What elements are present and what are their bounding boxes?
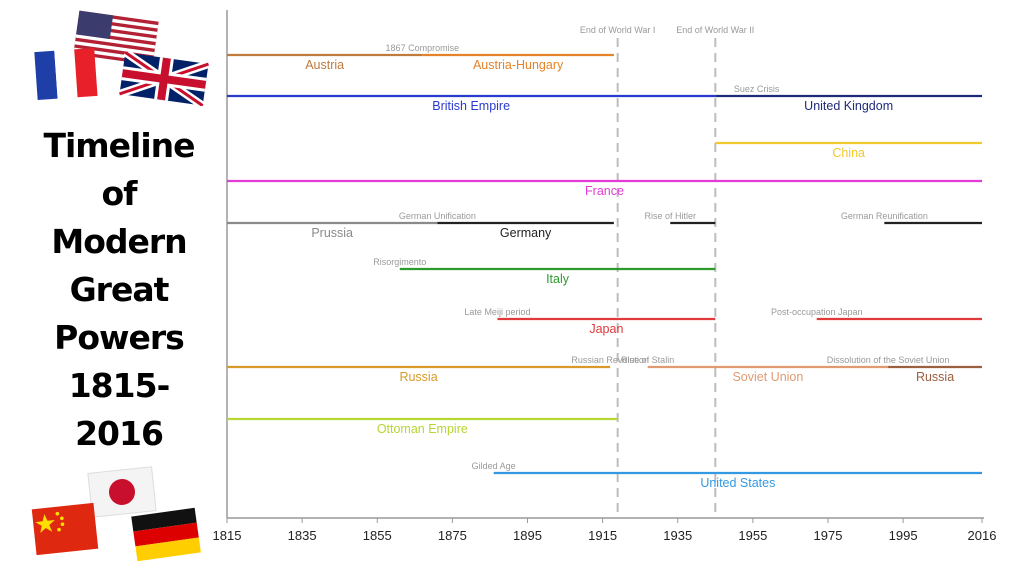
x-tick-label: 1835 (288, 528, 317, 543)
x-tick-label: 1815 (213, 528, 242, 543)
x-tick-label: 1975 (814, 528, 843, 543)
segment-label: Japan (589, 322, 623, 336)
title-line: 2016 (75, 414, 164, 453)
segment-label: United Kingdom (804, 99, 893, 113)
page-title: Timeline of Modern Great Powers 1815- 20… (10, 122, 228, 458)
segment-label: China (832, 146, 865, 160)
segment-label: Austria-Hungary (473, 58, 564, 72)
segment-label: Prussia (311, 226, 353, 240)
left-panel: Timeline of Modern Great Powers 1815- 20… (0, 0, 228, 569)
segment-label: Russia (399, 370, 437, 384)
china-flag-icon (31, 502, 99, 556)
x-tick-label: 1895 (513, 528, 542, 543)
segment-label: British Empire (432, 99, 510, 113)
title-line: Great (69, 270, 170, 309)
title-line: Modern (51, 222, 187, 261)
event-label: Late Meiji period (464, 307, 530, 317)
x-tick-label: 1855 (363, 528, 392, 543)
x-tick-label: 1875 (438, 528, 467, 543)
france-flag-icon (34, 47, 98, 101)
segment-label: Austria (305, 58, 344, 72)
title-line: Timeline (43, 126, 195, 165)
segment-label: Russia (916, 370, 954, 384)
event-label: Post-occupation Japan (771, 307, 863, 317)
segment-label: Italy (546, 272, 570, 286)
war-marker-label: End of World War II (676, 25, 754, 35)
event-label: Gilded Age (472, 461, 516, 471)
segment-label: Ottoman Empire (377, 422, 468, 436)
segment-label: Germany (500, 226, 552, 240)
x-tick-label: 1995 (889, 528, 918, 543)
usa-flag-icon (73, 10, 159, 66)
title-line: of (101, 174, 137, 213)
event-label: Dissolution of the Soviet Union (827, 355, 950, 365)
event-label: Rise of Hitler (644, 211, 696, 221)
title-line: Powers (54, 318, 185, 357)
war-marker-label: End of World War I (580, 25, 656, 35)
event-label: Russian Revolution (571, 355, 649, 365)
event-label: 1867 Compromise (386, 43, 460, 53)
uk-flag-icon (118, 52, 210, 106)
x-tick-label: 1915 (588, 528, 617, 543)
event-label: Suez Crisis (734, 84, 780, 94)
event-label: Risorgimento (373, 257, 426, 267)
segment-label: France (585, 184, 624, 198)
event-label: German Reunification (841, 211, 928, 221)
x-tick-label: 1935 (663, 528, 692, 543)
x-tick-label: 1955 (738, 528, 767, 543)
title-line: 1815- (68, 366, 171, 405)
event-label: Rise of Stalin (621, 355, 674, 365)
event-label: German Unification (399, 211, 476, 221)
segment-label: United States (700, 476, 775, 490)
germany-flag-icon (131, 507, 201, 562)
japan-flag-icon (87, 466, 157, 518)
segment-label: Soviet Union (732, 370, 803, 384)
x-tick-label: 2016 (968, 528, 997, 543)
